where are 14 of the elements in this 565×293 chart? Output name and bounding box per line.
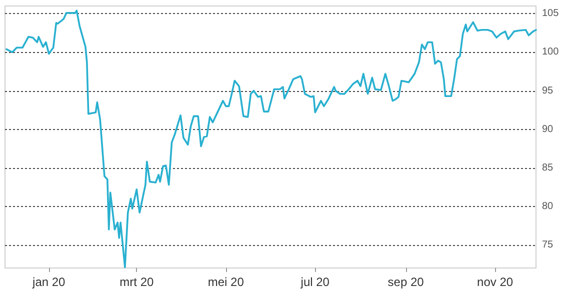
x-tick-label: sep 20 bbox=[388, 275, 424, 289]
y-tick-label: 85 bbox=[542, 162, 554, 174]
y-tick-label: 100 bbox=[542, 46, 560, 58]
y-tick-label: 90 bbox=[542, 124, 554, 135]
x-tick-label: mrt 20 bbox=[120, 275, 154, 289]
y-tick-label: 75 bbox=[542, 239, 554, 250]
x-tick-label: jul 20 bbox=[300, 275, 330, 289]
y-tick-label: 105 bbox=[542, 8, 560, 20]
x-tick-label: jan 20 bbox=[32, 275, 66, 289]
line-series bbox=[6, 10, 537, 268]
x-tick-label: mei 20 bbox=[208, 275, 244, 289]
y-tick-label: 95 bbox=[542, 85, 554, 96]
y-tick-label: 80 bbox=[542, 200, 554, 212]
x-tick-label: nov 20 bbox=[477, 275, 514, 289]
